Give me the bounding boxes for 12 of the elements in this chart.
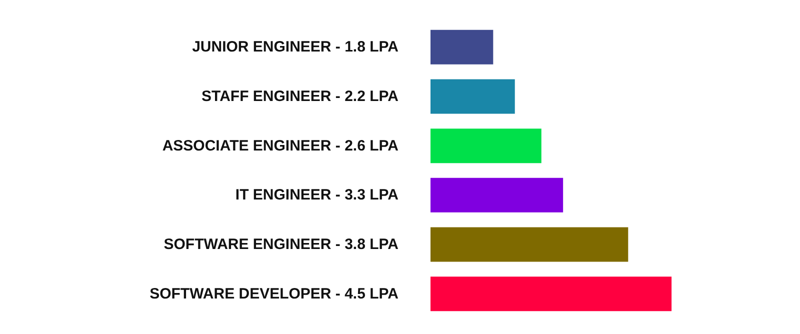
bar [430,30,494,64]
y-tick-label: ASSOCIATE ENGINEER - 2.6 LPA [162,137,399,154]
bar [430,79,515,114]
bar [430,178,564,212]
y-tick-label: STAFF ENGINEER - 2.2 LPA [202,88,399,105]
y-tick-label: SOFTWARE ENGINEER - 3.8 LPA [164,236,399,253]
bar [430,276,672,312]
y-tick-label: SOFTWARE DEVELOPER - 4.5 LPA [150,285,399,302]
bar [430,128,542,164]
y-tick-label: JUNIOR ENGINEER - 1.8 LPA [192,38,399,56]
y-tick-label: IT ENGINEER - 3.3 LPA [235,186,399,204]
bar [430,227,628,262]
